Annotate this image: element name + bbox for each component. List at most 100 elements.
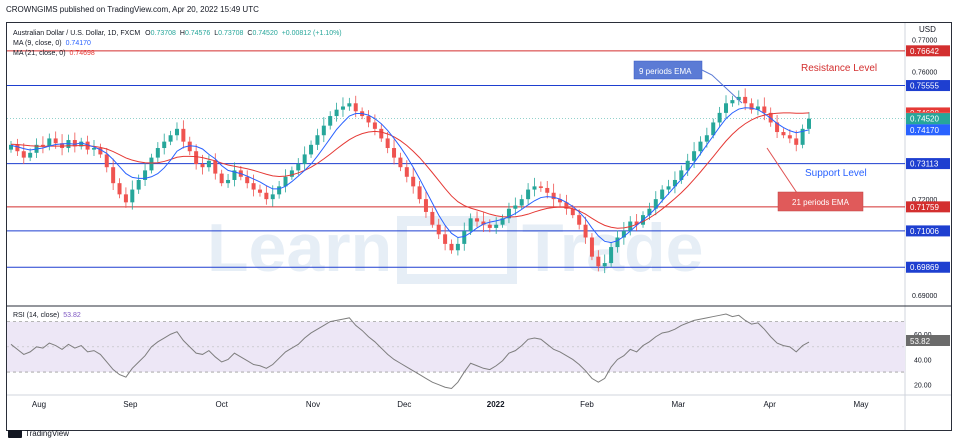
candle-body	[404, 167, 409, 177]
candle-body	[647, 208, 652, 216]
candle-body	[398, 157, 403, 168]
rsi-tick: 20.00	[914, 383, 932, 390]
candle-body	[302, 154, 307, 164]
price-tick: 0.77000	[912, 37, 937, 44]
candle-body	[532, 186, 537, 190]
price-badge	[906, 201, 950, 213]
candle-body	[692, 151, 697, 161]
time-axis-labels: Aug Sep Oct Nov Dec 2022 Feb Mar Apr May	[32, 400, 869, 409]
candle-body	[609, 247, 614, 264]
svg-text:RSI (14, close) 53.82: RSI (14, close) 53.82	[13, 312, 81, 319]
candle-body	[589, 237, 594, 257]
level-labels: 0.766420.755550.746980.745520.7452005:10…	[906, 45, 950, 273]
candle-body	[672, 179, 677, 187]
candle-body	[755, 106, 760, 110]
candle-body	[666, 186, 671, 190]
candle-body	[309, 144, 314, 155]
candle-body	[653, 199, 658, 209]
candle-body	[506, 208, 511, 219]
currency-label: USD	[919, 25, 936, 34]
candle-body	[481, 221, 486, 225]
chart-svg[interactable]: Learn Trade USD 0.770000.760000.720000.6…	[7, 23, 951, 430]
candle-body	[168, 135, 173, 142]
ohlc-l: L	[214, 30, 218, 37]
ohlc-c-val: 0.74520	[252, 30, 277, 37]
candle-body	[577, 215, 582, 225]
published-header: CROWNGIMS published on TradingView.com, …	[6, 5, 259, 14]
candle-body	[347, 103, 352, 107]
candle-body	[277, 186, 282, 195]
candle-body	[787, 135, 792, 139]
candle-body	[9, 144, 13, 150]
candle-body	[53, 138, 58, 144]
candle-body	[570, 208, 575, 216]
candle-body	[162, 141, 167, 149]
candle-body	[392, 148, 397, 158]
candle-body	[775, 122, 780, 133]
tradingview-logo	[8, 429, 22, 438]
candle-body	[449, 243, 454, 251]
price-badge-label: 0.76642	[910, 47, 939, 56]
candle-body	[91, 148, 96, 150]
candle-body	[679, 170, 684, 180]
price-badge	[906, 225, 950, 237]
ohlc-h-val: 0.74576	[185, 30, 210, 37]
candle-body	[315, 135, 320, 145]
candle-body	[245, 176, 250, 184]
price-tick: 0.69000	[912, 293, 937, 300]
ohlc-o-val: 0.73708	[151, 30, 176, 37]
svg-text:MA (9, close, 0) 0.741: MA (9, close, 0) 0.74170	[13, 40, 91, 47]
time-tick: Aug	[32, 400, 46, 409]
candle-body	[366, 116, 371, 123]
candle-body	[98, 148, 103, 155]
candle-body	[385, 138, 390, 149]
time-tick: May	[853, 400, 868, 409]
ohlc-h: H	[180, 30, 185, 37]
candle-body	[79, 141, 84, 147]
candle-body	[455, 243, 460, 251]
price-badge	[906, 45, 950, 57]
candle-body	[251, 183, 256, 190]
candle-body	[436, 224, 441, 235]
candle-body	[411, 176, 416, 187]
candle-body	[462, 231, 467, 244]
change: +0.00812 (+1.10%)	[282, 30, 342, 37]
candle-body	[28, 152, 33, 158]
time-tick: Nov	[306, 400, 320, 409]
candle-body	[257, 189, 262, 193]
footer: TradingView	[8, 429, 69, 438]
candle-body	[526, 189, 531, 200]
ma21-line	[10, 112, 810, 229]
candle-body	[621, 231, 626, 238]
candle-body	[219, 173, 224, 184]
price-badge-label: 0.74520	[910, 115, 939, 124]
time-tick: Apr	[763, 400, 776, 409]
horizontal-levels	[7, 50, 905, 268]
candle-body	[794, 138, 799, 145]
price-badge-label: 0.73113	[910, 160, 939, 169]
ma9-line	[10, 107, 810, 244]
candle-body	[615, 237, 620, 248]
rsi-val: 53.82	[63, 312, 81, 319]
ma9-val: 0.74170	[66, 40, 91, 47]
candle-body	[270, 194, 275, 200]
candle-body	[149, 157, 154, 171]
watermark-logo	[397, 216, 517, 284]
candle-body	[423, 199, 428, 212]
ohlc-c: C	[247, 30, 252, 37]
candle-body	[187, 141, 192, 152]
price-badge-label: 0.75555	[910, 82, 939, 91]
candle-body	[213, 160, 218, 174]
candle-body	[174, 128, 179, 136]
chart-frame[interactable]: Learn Trade USD 0.770000.760000.720000.6…	[6, 22, 952, 431]
candle-body	[685, 160, 690, 171]
ohlc-l-val: 0.73708	[218, 30, 243, 37]
price-badge-label: 0.74170	[910, 126, 939, 135]
candle-body	[353, 103, 358, 112]
candle-body	[807, 118, 811, 129]
candle-body	[143, 170, 148, 180]
candle-body	[602, 263, 607, 267]
rsi-line	[10, 313, 810, 390]
ema9-annotation: 9 periods EMA	[639, 67, 692, 76]
